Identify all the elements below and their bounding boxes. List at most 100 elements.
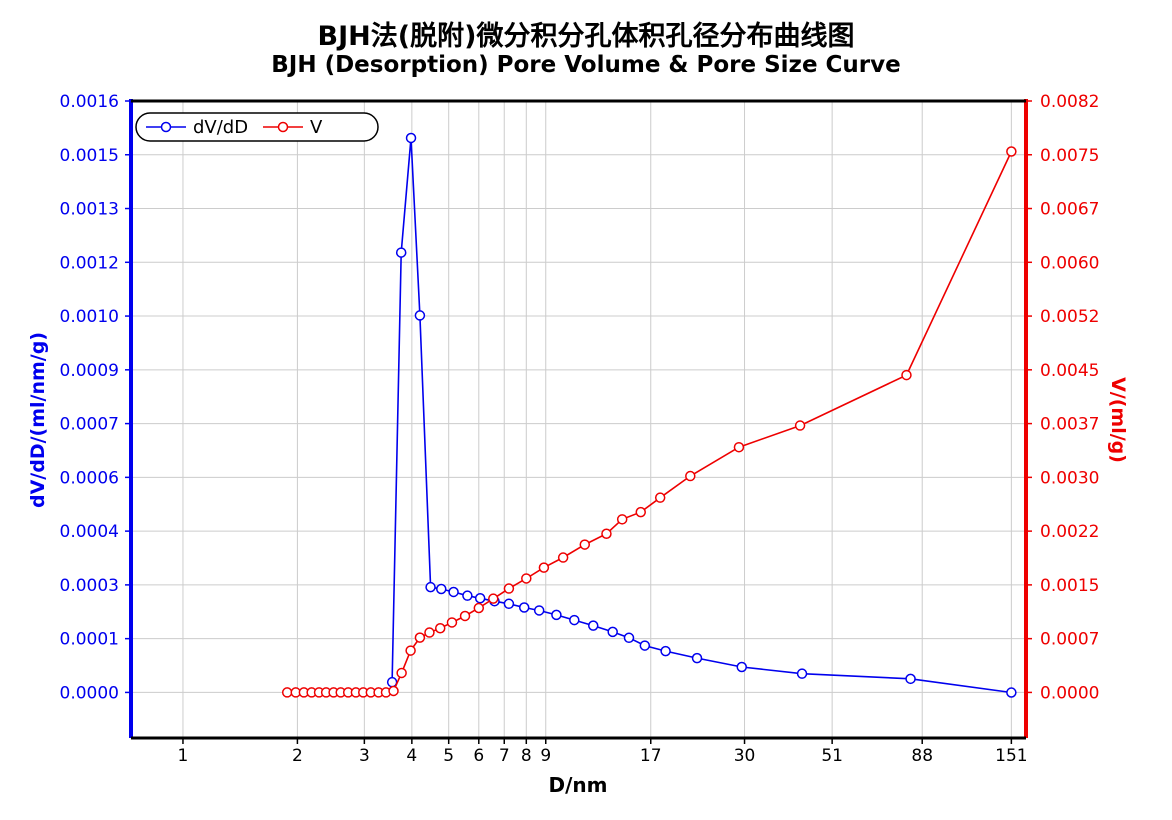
x-tick-label: 3 — [359, 746, 370, 766]
y-right-tick-label: 0.0075 — [1040, 146, 1099, 166]
data-point-dvdd — [395, 247, 407, 258]
x-tick-label: 151 — [995, 746, 1027, 766]
data-point-dvdd — [436, 583, 447, 595]
tick-labels: 1 2 3 4 5 6 7 8 9 17 30 51 88 151 0.0000 0.0000 0.0001 0.… — [60, 92, 1100, 766]
data-point-dvdd — [796, 668, 808, 679]
y-right-tick-label: 0.0000 — [1040, 683, 1099, 703]
x-tick-label: 30 — [734, 746, 756, 766]
data-point-dvdd — [660, 645, 671, 657]
x-tick-label: 51 — [821, 746, 843, 766]
axes — [125, 99, 1032, 744]
data-point-dvdd — [518, 602, 530, 613]
y-right-tick-label: 0.0007 — [1040, 630, 1099, 650]
data-point-dvdd — [691, 652, 703, 664]
data-point-v — [901, 369, 912, 381]
chart-title: BJH法(脱附)微分积分孔体积孔径分布曲线图 — [317, 21, 855, 52]
y-right-tick-label: 0.0067 — [1040, 200, 1099, 220]
y-left-tick-label: 0.0006 — [60, 468, 119, 488]
legend: dV/dD V — [135, 112, 379, 142]
x-tick-label: 1 — [178, 746, 189, 766]
data-point-v — [635, 506, 646, 518]
data-point-v — [473, 602, 485, 614]
data-point-v — [405, 645, 416, 656]
legend-marker-v — [277, 121, 289, 133]
data-point-v — [503, 583, 515, 594]
data-point-dvdd — [587, 620, 599, 631]
data-point-v — [424, 627, 435, 638]
legend-label-v: V — [310, 117, 323, 138]
data-point-dvdd — [551, 609, 562, 621]
series-line-v — [287, 151, 1013, 694]
x-tick-label: 5 — [443, 746, 454, 766]
x-tick-label: 8 — [521, 746, 532, 766]
y-right-tick-label: 0.0037 — [1040, 415, 1099, 435]
y-axis-label-right: V/(ml/g) — [1107, 377, 1129, 463]
data-point-v — [281, 687, 293, 698]
y-right-tick-label: 0.0045 — [1040, 361, 1099, 381]
data-point-v — [557, 552, 569, 563]
data-point-dvdd — [533, 605, 545, 616]
y-left-tick-label: 0.0000 — [60, 683, 119, 703]
data-point-v — [446, 617, 458, 628]
data-point-v — [794, 420, 806, 431]
data-point-v — [414, 632, 426, 643]
y-left-tick-label: 0.0003 — [60, 576, 119, 596]
legend-box — [135, 112, 379, 142]
y-left-tick-label: 0.0007 — [60, 415, 119, 435]
legend-label-dvdd: dV/dD — [193, 117, 248, 138]
x-tick-label: 9 — [540, 746, 551, 766]
data-point-dvdd — [414, 310, 426, 321]
y-right-tick-label: 0.0052 — [1040, 307, 1099, 327]
data-point-v — [388, 685, 399, 697]
x-tick-label: 6 — [473, 746, 484, 766]
data-point-dvdd — [448, 586, 459, 598]
data-point-v — [1006, 146, 1017, 157]
y-right-tick-label: 0.0022 — [1040, 522, 1099, 542]
data-point-v — [601, 528, 612, 539]
data-point-v — [579, 539, 591, 550]
x-tick-label: 7 — [499, 746, 510, 766]
grid-lines — [131, 100, 1026, 738]
data-point-v — [459, 610, 471, 622]
x-tick-label: 4 — [406, 746, 417, 766]
data-point-dvdd — [425, 581, 436, 593]
y-right-tick-label: 0.0082 — [1040, 92, 1099, 112]
y-left-tick-label: 0.0009 — [60, 361, 119, 381]
data-point-v — [521, 573, 532, 584]
data-point-v — [616, 514, 628, 525]
series-layer — [281, 132, 1017, 698]
series-line-dvdd — [391, 137, 1012, 694]
chart-subtitle: BJH (Desorption) Pore Volume & Pore Size… — [271, 52, 901, 78]
data-point-dvdd — [639, 640, 651, 651]
y-left-tick-label: 0.0010 — [60, 307, 119, 327]
x-tick-label: 17 — [640, 746, 662, 766]
data-point-dvdd — [503, 598, 515, 610]
y-left-tick-label: 0.0016 — [60, 92, 119, 112]
data-point-dvdd — [462, 590, 473, 601]
x-tick-label: 88 — [911, 746, 933, 766]
y-left-tick-label: 0.0015 — [60, 146, 119, 166]
legend-marker-dvdd — [160, 121, 172, 133]
data-point-v — [434, 622, 446, 634]
data-point-v — [488, 593, 499, 604]
data-point-v — [685, 470, 696, 482]
y-left-tick-label: 0.0001 — [60, 630, 119, 650]
data-point-dvdd — [623, 632, 635, 644]
y-axis-label-left: dV/dD/(ml/nm/g) — [27, 332, 49, 508]
data-point-dvdd — [405, 132, 417, 144]
data-point-v — [733, 441, 745, 453]
y-left-tick-label: 0.0004 — [60, 522, 119, 542]
data-point-dvdd — [569, 614, 580, 626]
data-point-dvdd — [905, 673, 916, 685]
y-left-tick-label: 0.0012 — [60, 253, 119, 273]
data-point-v — [654, 492, 666, 503]
y-right-tick-label: 0.0060 — [1040, 253, 1099, 273]
data-point-dvdd — [736, 661, 748, 673]
x-tick-label: 2 — [292, 746, 303, 766]
data-point-v — [538, 562, 550, 573]
data-point-dvdd — [474, 593, 486, 604]
y-right-tick-label: 0.0030 — [1040, 468, 1099, 488]
x-axis-label: D/nm — [549, 773, 608, 797]
data-point-v — [396, 667, 407, 679]
